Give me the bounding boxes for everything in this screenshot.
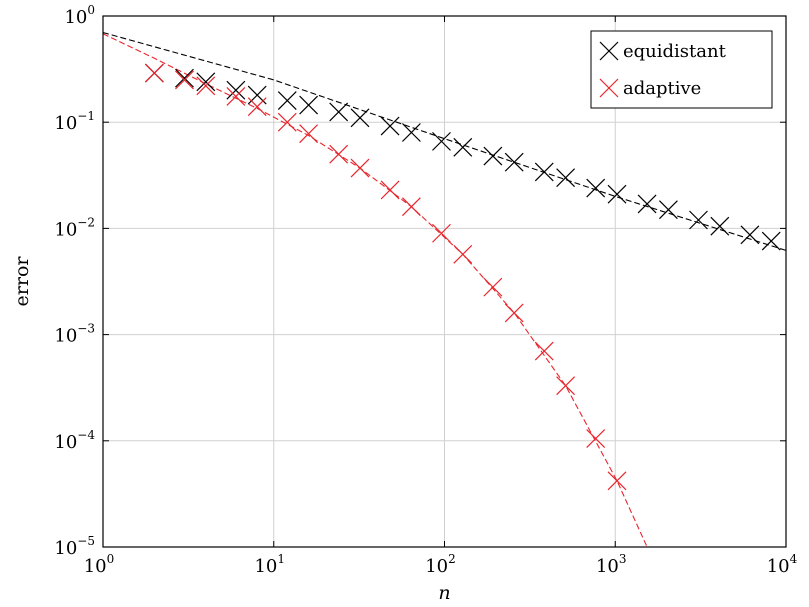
data-markers [144, 63, 781, 491]
data-point-equidistant [401, 123, 421, 142]
legend-marker-equidistant [599, 41, 619, 61]
data-point-equidistant [534, 162, 554, 182]
data-point-adaptive [350, 158, 370, 178]
data-point-equidistant [175, 68, 194, 88]
data-point-equidistant [432, 131, 451, 151]
data-point-equidistant [689, 210, 708, 230]
x-tick-label: 100 [84, 552, 115, 577]
y-axis-ticks: 100 10−1 10−2 10−3 10−4 10−5 [54, 3, 786, 559]
x-tick-label: 101 [254, 552, 285, 577]
data-point-adaptive [534, 341, 554, 361]
data-point-equidistant [277, 91, 297, 110]
data-point-equidistant [586, 178, 606, 198]
data-point-equidistant [483, 146, 503, 166]
data-point-equidistant [607, 184, 627, 204]
data-point-adaptive [586, 429, 606, 448]
y-tick-label: 10−3 [54, 322, 95, 347]
data-point-equidistant [504, 152, 524, 172]
data-point-adaptive [380, 180, 400, 200]
data-point-equidistant [329, 102, 349, 122]
data-point-equidistant [299, 95, 319, 115]
data-point-adaptive [329, 144, 349, 164]
data-point-adaptive [556, 376, 576, 396]
data-point-equidistant [740, 225, 760, 245]
x-tick-label: 103 [596, 552, 627, 577]
y-tick-label: 10−1 [54, 109, 95, 134]
data-point-equidistant [226, 80, 246, 100]
y-axis-label: error [11, 256, 33, 307]
data-point-adaptive [483, 277, 503, 297]
data-point-adaptive [299, 124, 319, 144]
legend-box [590, 30, 773, 109]
data-point-adaptive [247, 97, 267, 117]
data-point-equidistant [556, 168, 576, 188]
data-point-adaptive [196, 76, 216, 96]
data-point-equidistant [761, 231, 781, 251]
x-tick-label: 104 [767, 552, 798, 577]
data-point-adaptive [432, 223, 451, 243]
data-point-equidistant [247, 85, 267, 105]
legend-marker-adaptive [599, 78, 619, 98]
x-axis-label: n [438, 582, 450, 604]
y-tick-label: 10−4 [54, 428, 95, 453]
y-tick-label: 10−5 [54, 534, 95, 559]
x-tick-label: 102 [425, 552, 456, 577]
data-point-adaptive [504, 303, 524, 323]
data-point-equidistant [637, 194, 657, 214]
data-point-equidistant [710, 216, 730, 236]
data-point-adaptive [453, 244, 473, 264]
fit-lines [103, 31, 786, 547]
data-point-equidistant [658, 200, 678, 220]
data-point-adaptive [175, 70, 194, 90]
legend-label-adaptive: adaptive [623, 78, 701, 99]
data-point-adaptive [277, 112, 297, 132]
data-point-adaptive [144, 63, 164, 83]
x-axis-ticks: 100 101 102 103 104 [84, 16, 798, 577]
y-tick-label: 100 [64, 3, 95, 28]
legend: equidistant adaptive [590, 30, 773, 109]
data-point-adaptive [607, 471, 627, 491]
legend-label-equidistant: equidistant [623, 41, 727, 62]
fit-line-equidistant [103, 31, 786, 251]
data-point-equidistant [196, 72, 216, 92]
y-tick-label: 10−2 [54, 215, 95, 240]
data-point-equidistant [453, 137, 473, 157]
data-point-equidistant [350, 108, 370, 128]
data-point-adaptive [401, 197, 421, 217]
data-point-equidistant [380, 116, 400, 136]
fit-line-adaptive [103, 33, 648, 547]
data-point-adaptive [226, 86, 246, 106]
